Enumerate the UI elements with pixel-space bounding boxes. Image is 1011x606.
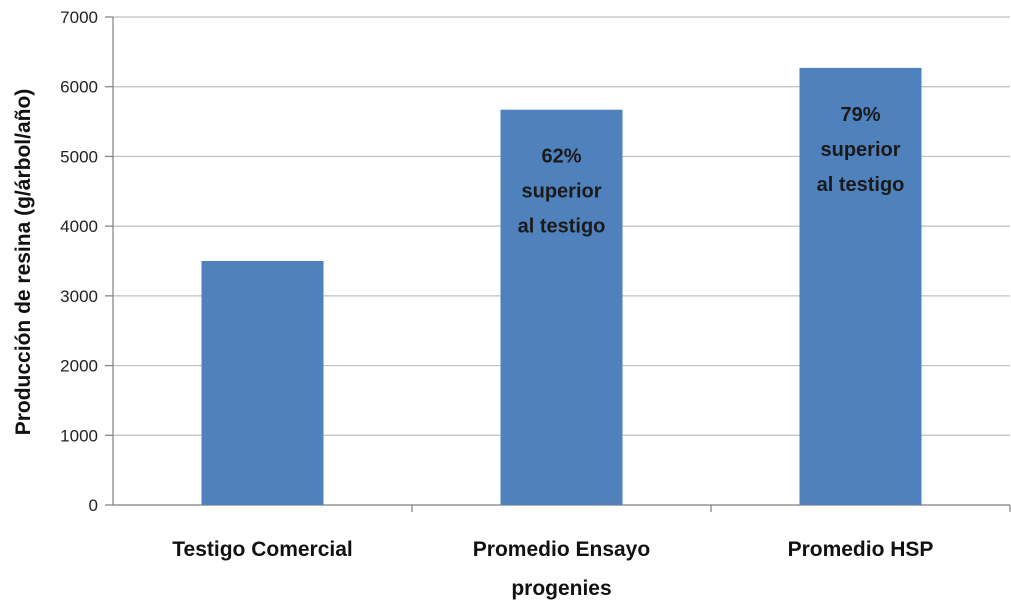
data-annotation: al testigo [518, 216, 606, 238]
x-category-label: Promedio HSP [788, 538, 934, 561]
y-tick-label: 7000 [60, 8, 98, 27]
bar [500, 109, 623, 505]
y-tick-label: 6000 [60, 78, 98, 97]
data-annotation: superior [521, 181, 601, 203]
x-category-label: progenies [511, 577, 611, 600]
x-axis-categories: Testigo Comercial Promedio Ensayo progenie… [172, 538, 933, 600]
x-category-label: Promedio Ensayo [473, 538, 650, 561]
data-annotation: 62% [541, 146, 581, 168]
data-annotation: 79% [840, 104, 880, 126]
data-annotation: superior [820, 139, 900, 161]
y-tick-label: 5000 [60, 147, 98, 166]
y-tick-label: 1000 [60, 426, 98, 445]
y-tick-label: 3000 [60, 287, 98, 306]
x-category-label: Testigo Comercial [172, 538, 353, 561]
y-tick-label: 0 [89, 496, 98, 515]
y-axis-ticks: 0 1000 2000 3000 4000 5000 6000 7000 [60, 8, 98, 515]
y-axis-label: Producción de resina (g/árbol/año) [12, 89, 35, 436]
bar [201, 261, 324, 505]
y-tick-label: 4000 [60, 217, 98, 236]
bar [799, 67, 922, 506]
bars [201, 67, 922, 506]
data-annotation: al testigo [817, 174, 905, 196]
bar-annotations: 62% superior al testigo 79% superior al testi… [518, 104, 905, 238]
y-tick-label: 2000 [60, 357, 98, 376]
